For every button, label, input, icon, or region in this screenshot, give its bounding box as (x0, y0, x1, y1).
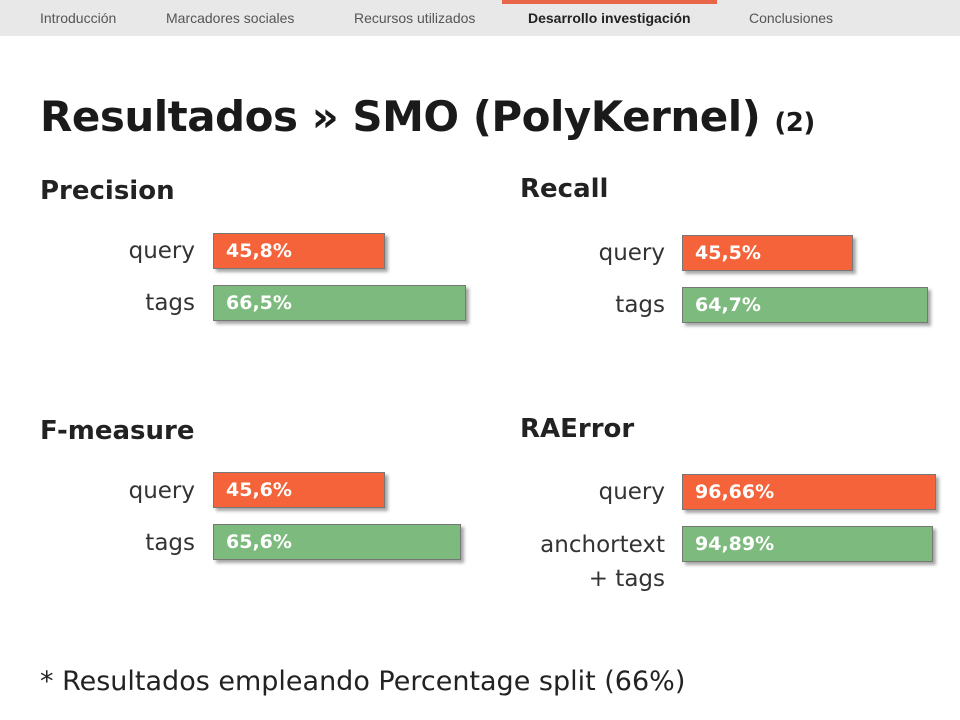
raerror-query-bar: 96,66% (682, 474, 936, 510)
raerror-title: RAError (520, 414, 635, 444)
nav-item-conclusiones[interactable]: Conclusiones (749, 10, 834, 26)
top-navigation-bar: Introducción Marcadores sociales Recurso… (0, 0, 960, 36)
recall-title: Recall (520, 174, 609, 204)
nav-item-marcadores-sociales[interactable]: Marcadores sociales (166, 10, 295, 26)
footnote: * Resultados empleando Percentage split … (40, 666, 686, 697)
precision-query-bar: 45,8% (213, 233, 385, 269)
fmeasure-tags-label: tags (145, 530, 195, 556)
recall-query-label: query (598, 240, 665, 266)
precision-tags-bar: 66,5% (213, 285, 466, 321)
recall-query-bar: 45,5% (682, 235, 853, 271)
slide-title-text: Resultados » SMO (PolyKernel) (40, 92, 761, 141)
nav-item-recursos-utilizados[interactable]: Recursos utilizados (354, 10, 476, 26)
precision-query-label: query (128, 238, 195, 264)
fmeasure-tags-bar: 65,6% (213, 524, 461, 560)
raerror-anchortext-label-line1: anchortext (540, 532, 665, 558)
raerror-anchortext-label-line2: + tags (588, 566, 665, 592)
precision-tags-label: tags (145, 290, 195, 316)
precision-title: Precision (40, 176, 175, 206)
fmeasure-query-label: query (128, 478, 195, 504)
slide-title-suffix: (2) (774, 108, 815, 138)
nav-item-introduccion[interactable]: Introducción (40, 10, 117, 26)
raerror-query-label: query (598, 479, 665, 505)
recall-tags-bar: 64,7% (682, 287, 928, 323)
fmeasure-title: F-measure (40, 416, 195, 446)
fmeasure-query-bar: 45,6% (213, 472, 385, 508)
raerror-anchortext-label: anchortext + tags (540, 528, 665, 596)
nav-item-desarrollo-investigacion[interactable]: Desarrollo investigación (502, 0, 717, 36)
raerror-anchortext-bar: 94,89% (682, 526, 933, 562)
recall-tags-label: tags (615, 292, 665, 318)
slide-title: Resultados » SMO (PolyKernel) (2) (40, 92, 815, 141)
